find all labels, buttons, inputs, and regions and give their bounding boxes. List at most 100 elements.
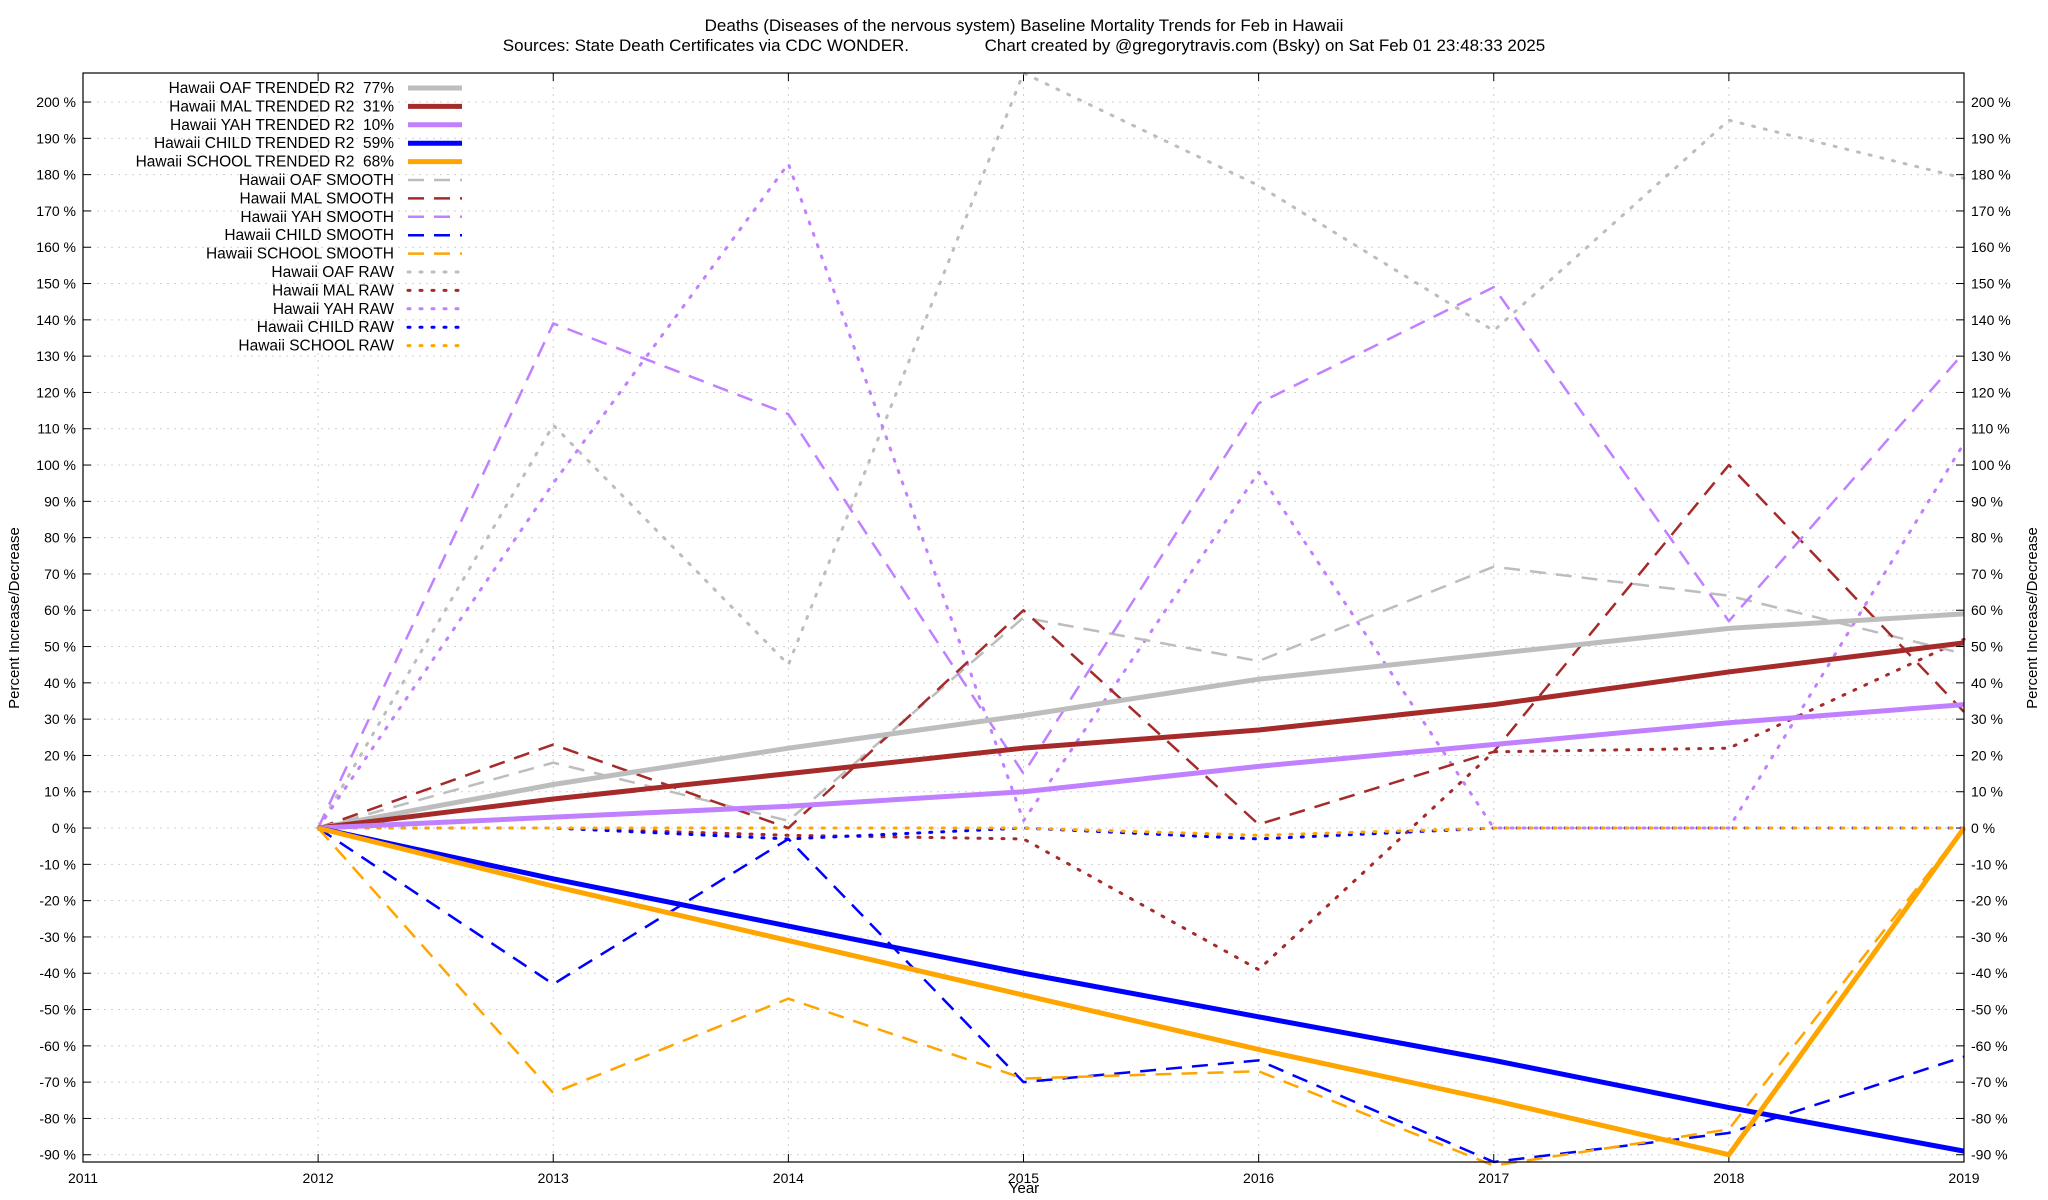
legend-label-hawaii-child-trended: Hawaii CHILD TRENDED R2 59% xyxy=(154,135,394,152)
x-tick-label: 2011 xyxy=(68,1170,98,1186)
y-tick-label: 50 % xyxy=(44,639,76,655)
y-tick-label-right: -30 % xyxy=(1971,929,2008,945)
y-tick-label: -80 % xyxy=(39,1110,76,1126)
series-line-hawaii-yah-smooth xyxy=(316,285,1965,829)
legend-label-hawaii-mal-raw: Hawaii MAL RAW xyxy=(272,282,394,299)
y-tick-label: 110 % xyxy=(37,421,76,437)
x-tick-label: 2017 xyxy=(1478,1170,1509,1186)
y-tick-label-right: 110 % xyxy=(1971,421,2010,437)
legend-label-hawaii-oaf-raw: Hawaii OAF RAW xyxy=(271,264,394,281)
series-line-hawaii-mal-raw xyxy=(316,637,1966,972)
y-tick-label: -90 % xyxy=(39,1147,76,1163)
y-tick-label-right: 190 % xyxy=(1971,130,2011,146)
y-tick-label: 20 % xyxy=(44,747,76,763)
y-tick-label-right: 100 % xyxy=(1971,457,2011,473)
y-tick-label-right: 200 % xyxy=(1971,94,2011,110)
y-tick-label: -30 % xyxy=(39,929,76,945)
x-tick-label: 2016 xyxy=(1243,1170,1274,1186)
y-tick-label-right: 120 % xyxy=(1971,384,2011,400)
chart-title: Deaths (Diseases of the nervous system) … xyxy=(705,16,1344,35)
y-tick-label: 180 % xyxy=(36,167,76,183)
y-tick-label: 190 % xyxy=(36,130,76,146)
legend-label-hawaii-mal-trended: Hawaii MAL TRENDED R2 31% xyxy=(169,98,394,115)
y-tick-label-right: -70 % xyxy=(1971,1074,2008,1090)
series-line-hawaii-mal-smooth xyxy=(317,463,1965,830)
y-tick-label: -70 % xyxy=(39,1074,76,1090)
series-line-hawaii-oaf-trended xyxy=(317,611,1965,831)
x-tick-label: 2019 xyxy=(1948,1170,1979,1186)
y-tick-label-right: 80 % xyxy=(1971,530,2003,546)
legend-label-hawaii-yah-raw: Hawaii YAH RAW xyxy=(273,301,395,318)
y-tick-label: 130 % xyxy=(36,348,76,364)
y-axis-label-left: Percent Increase/Decrease xyxy=(6,527,23,709)
legend-label-hawaii-school-smooth: Hawaii SCHOOL SMOOTH xyxy=(206,246,394,263)
y-tick-label-right: 50 % xyxy=(1971,639,2003,655)
y-tick-label-right: 130 % xyxy=(1971,348,2011,364)
y-tick-label: 200 % xyxy=(36,94,76,110)
y-tick-label-right: 60 % xyxy=(1971,602,2003,618)
y-tick-label: 160 % xyxy=(36,239,76,255)
legend-label-hawaii-mal-smooth: Hawaii MAL SMOOTH xyxy=(240,190,394,207)
series-line-hawaii-yah-trended xyxy=(318,702,1965,831)
legend-label-hawaii-yah-smooth: Hawaii YAH SMOOTH xyxy=(240,209,394,226)
legend-label-hawaii-oaf-trended: Hawaii OAF TRENDED R2 77% xyxy=(169,80,395,97)
y-tick-label-right: -50 % xyxy=(1971,1002,2008,1018)
series-line-hawaii-oaf-raw xyxy=(316,71,1966,830)
y-tick-label: 80 % xyxy=(44,530,76,546)
series-line-hawaii-oaf-smooth xyxy=(317,565,1965,830)
y-tick-label: 60 % xyxy=(44,602,76,618)
y-tick-label-right: 90 % xyxy=(1971,493,2003,509)
series-line-hawaii-mal-trended xyxy=(317,640,1965,831)
series-line-hawaii-child-trended xyxy=(317,825,1965,1154)
x-tick-label: 2015 xyxy=(1008,1170,1039,1186)
y-tick-label-right: 0 % xyxy=(1971,820,1995,836)
axis-ticks: -90 % -90 % -80 % -80 % -70 % -70 % -60 % -60 %… xyxy=(36,73,2011,1186)
legend-label-hawaii-child-smooth: Hawaii CHILD SMOOTH xyxy=(224,227,394,244)
y-tick-label: 140 % xyxy=(36,312,76,328)
y-tick-label: -60 % xyxy=(39,1038,76,1054)
y-tick-label: 0 % xyxy=(52,820,76,836)
y-tick-label-right: 150 % xyxy=(1971,276,2011,292)
y-tick-label-right: -20 % xyxy=(1971,893,2008,909)
y-tick-label-right: 170 % xyxy=(1971,203,2011,219)
y-tick-label-right: -40 % xyxy=(1971,965,2008,981)
y-tick-label: 100 % xyxy=(36,457,76,473)
y-tick-label-right: 180 % xyxy=(1971,167,2011,183)
legend-label-hawaii-school-trended: Hawaii SCHOOL TRENDED R2 68% xyxy=(136,154,395,171)
y-tick-label: 90 % xyxy=(44,493,76,509)
legend-label-hawaii-yah-trended: Hawaii YAH TRENDED R2 10% xyxy=(170,117,394,134)
chart-subtitle: Sources: State Death Certificates via CD… xyxy=(503,36,1545,55)
x-tick-label: 2018 xyxy=(1713,1170,1744,1186)
y-tick-label: -40 % xyxy=(39,965,76,981)
x-tick-label: 2012 xyxy=(303,1170,334,1186)
y-tick-label: 30 % xyxy=(44,711,76,727)
legend-label-hawaii-school-raw: Hawaii SCHOOL RAW xyxy=(238,338,394,355)
y-tick-label: 40 % xyxy=(44,675,76,691)
series-line-hawaii-school-trended xyxy=(317,825,1967,1158)
y-tick-label: 120 % xyxy=(36,384,76,400)
plot-frame xyxy=(82,72,1965,1163)
x-tick-label: 2014 xyxy=(773,1170,804,1186)
y-tick-label-right: 70 % xyxy=(1971,566,2003,582)
y-tick-label: 170 % xyxy=(36,203,76,219)
y-tick-label: 70 % xyxy=(44,566,76,582)
y-tick-label-right: 140 % xyxy=(1971,312,2011,328)
y-tick-label-right: 40 % xyxy=(1971,675,2003,691)
legend-label-hawaii-oaf-smooth: Hawaii OAF SMOOTH xyxy=(239,172,394,189)
series-line-hawaii-child-raw xyxy=(316,826,1966,841)
series-line-hawaii-school-smooth xyxy=(317,827,1965,1167)
y-tick-label-right: -10 % xyxy=(1971,856,2008,872)
y-tick-label-right: 10 % xyxy=(1971,784,2003,800)
y-tick-label-right: -80 % xyxy=(1971,1110,2008,1126)
y-tick-label-right: 30 % xyxy=(1971,711,2003,727)
y-tick-label: 10 % xyxy=(44,784,76,800)
y-tick-label-right: 20 % xyxy=(1971,747,2003,763)
series-line-hawaii-yah-raw xyxy=(316,162,1966,830)
y-tick-label: 150 % xyxy=(36,276,76,292)
series-group xyxy=(316,71,1967,1167)
y-tick-label-right: -90 % xyxy=(1971,1147,2008,1163)
y-tick-label: -20 % xyxy=(39,893,76,909)
y-axis-label-right: Percent Increase/Decrease xyxy=(2024,527,2041,709)
legend: Hawaii OAF TRENDED R2 77%Hawaii MAL TREN… xyxy=(136,80,464,355)
